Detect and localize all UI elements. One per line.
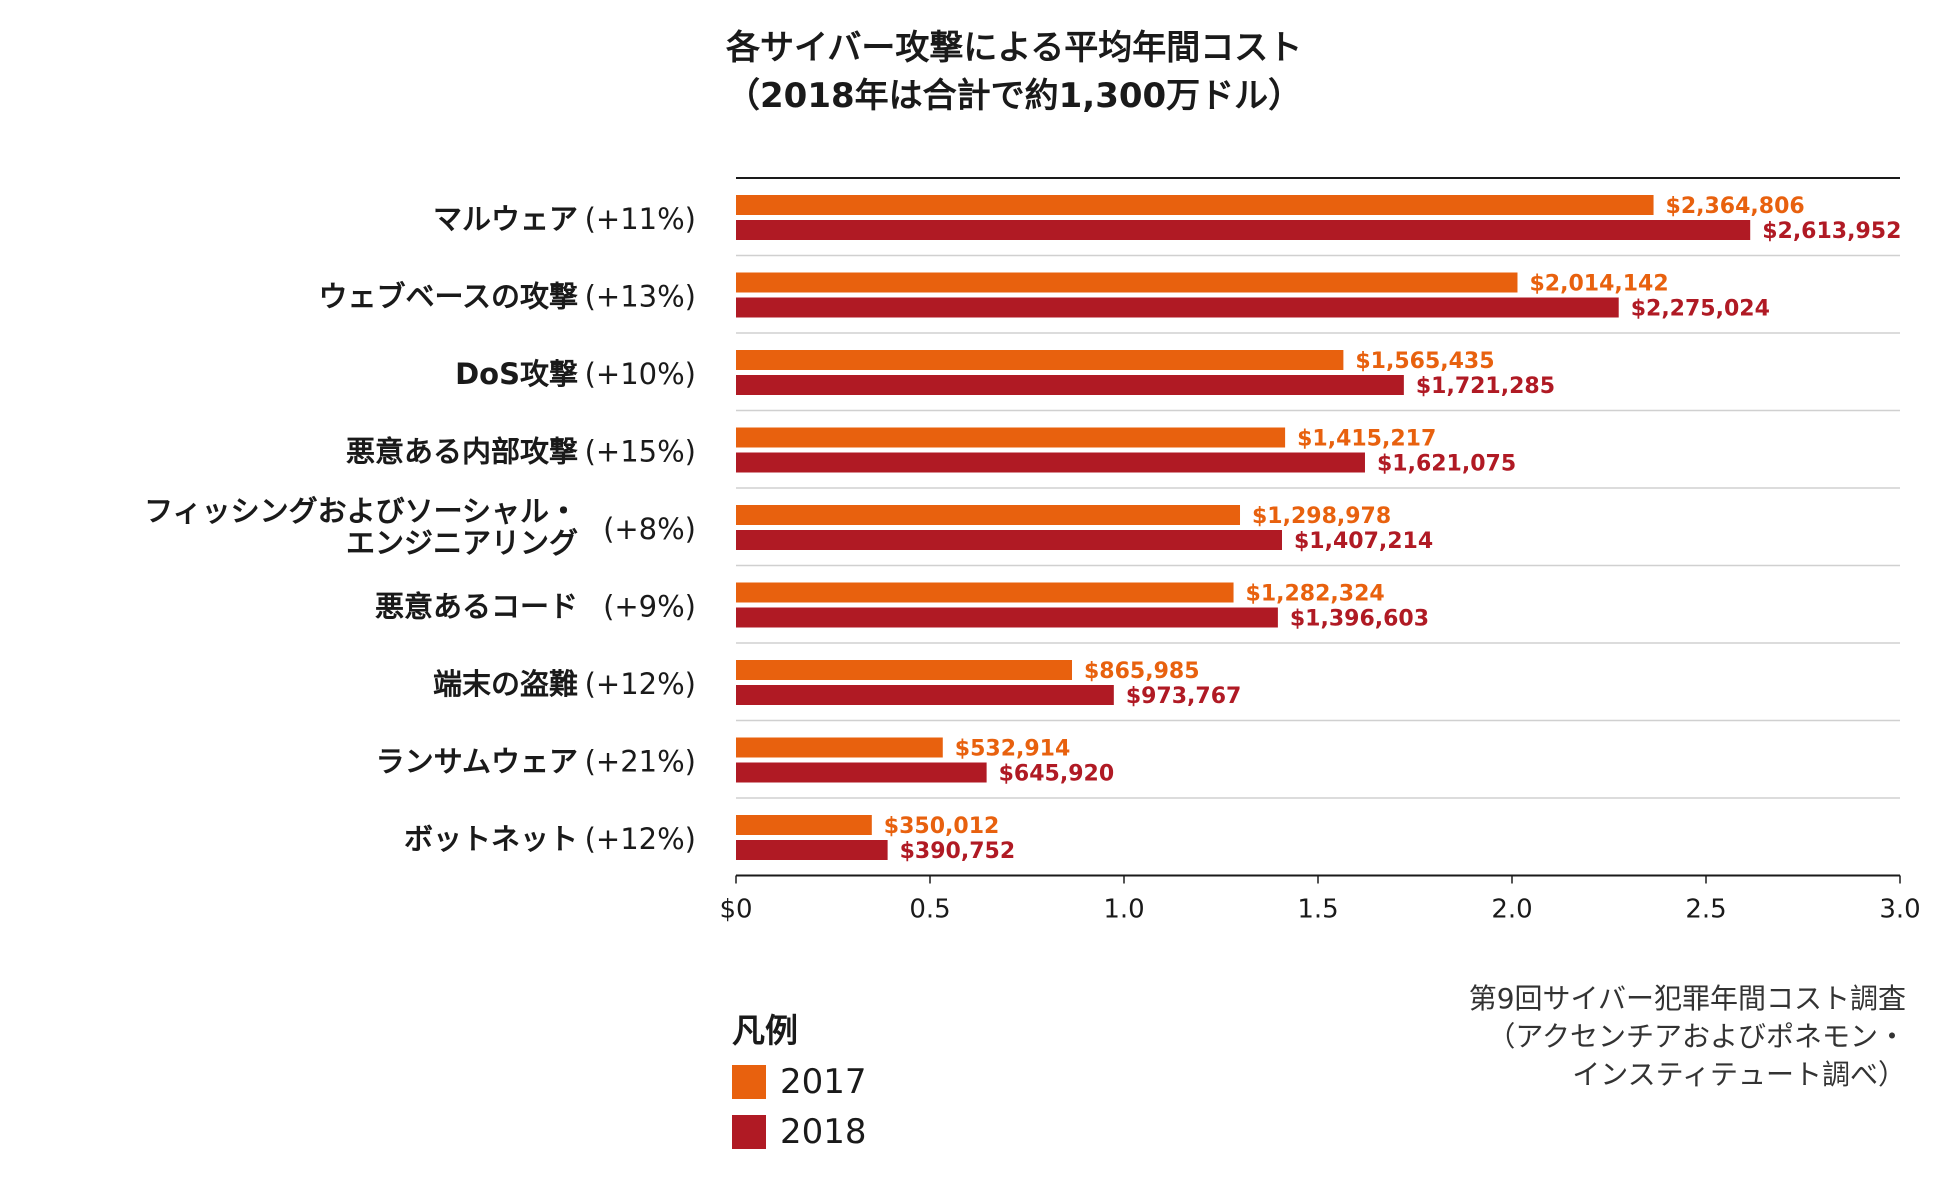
x-tick-label-2: 1.0 (1103, 895, 1144, 925)
bar-2018-0 (736, 220, 1751, 240)
category-label-2: DoS攻撃 (455, 357, 578, 391)
legend-swatch-2017 (732, 1065, 766, 1099)
bar-2018-8 (736, 840, 888, 860)
category-label-8: ボットネット (404, 822, 578, 856)
category-change-4: (+8%) (603, 512, 696, 546)
category-change-7: (+21%) (585, 744, 696, 778)
legend-item-2018: 2018 (732, 1112, 867, 1152)
value-label-2017-6: $865,985 (1084, 659, 1200, 684)
source-line3: インスティテュート調べ） (1572, 1058, 1906, 1091)
category-change-0: (+11%) (585, 202, 696, 236)
value-label-2018-3: $1,621,075 (1377, 452, 1516, 477)
bar-chart: $2,364,806$2,613,952 マルウェア (+11%) $2,014,14… (144, 177, 1921, 925)
value-label-2017-1: $2,014,142 (1529, 272, 1668, 297)
x-tick-label-6: 3.0 (1879, 895, 1920, 925)
chart-title: 各サイバー攻撃による平均年間コスト （2018年は合計で約1,300万ドル） (726, 24, 1302, 120)
category-change-3: (+15%) (585, 434, 696, 468)
value-label-2018-4: $1,407,214 (1294, 529, 1433, 554)
value-label-2017-8: $350,012 (884, 814, 1000, 839)
chart-title-line2: （2018年は合計で約1,300万ドル） (726, 76, 1303, 116)
bar-2018-2 (736, 375, 1404, 395)
legend-label-2017: 2017 (780, 1062, 867, 1102)
value-label-2018-7: $645,920 (999, 762, 1115, 787)
category-label-4-line1: エンジニアリング (346, 526, 578, 560)
bar-2017-5 (736, 582, 1234, 603)
value-label-2017-2: $1,565,435 (1355, 349, 1494, 374)
source-line2: （アクセンチアおよびポネモン・ (1487, 1020, 1906, 1053)
category-change-8: (+12%) (585, 822, 696, 856)
source-line1: 第9回サイバー犯罪年間コスト調査 (1468, 982, 1906, 1015)
value-label-2018-0: $2,613,952 (1762, 219, 1901, 244)
bar-2017-2 (736, 350, 1344, 370)
x-tick-label-3: 1.5 (1297, 895, 1338, 925)
value-label-2018-8: $390,752 (900, 839, 1016, 864)
value-label-2017-4: $1,298,978 (1252, 504, 1391, 529)
value-label-2018-1: $2,275,024 (1631, 297, 1770, 322)
chart-title-line1: 各サイバー攻撃による平均年間コスト (726, 28, 1303, 68)
legend-swatch-2018 (732, 1115, 766, 1149)
value-label-2018-2: $1,721,285 (1416, 374, 1555, 399)
bar-2017-4 (736, 505, 1241, 525)
bar-2018-7 (736, 762, 987, 783)
bar-2017-7 (736, 737, 943, 758)
category-label-4-line0: フィッシングおよびソーシャル・ (144, 494, 578, 528)
category-label-6: 端末の盗難 (433, 667, 578, 701)
bar-2018-1 (736, 297, 1619, 318)
legend-item-2017: 2017 (732, 1062, 867, 1102)
bar-2017-6 (736, 660, 1073, 680)
value-label-2017-0: $2,364,806 (1666, 194, 1805, 219)
x-tick-label-5: 2.5 (1685, 895, 1726, 925)
category-change-1: (+13%) (585, 279, 696, 313)
bar-2017-3 (736, 427, 1286, 448)
value-label-2017-5: $1,282,324 (1246, 582, 1385, 607)
legend-label-2018: 2018 (780, 1112, 867, 1152)
x-tick-label-0: $0 (719, 895, 752, 925)
bar-2018-4 (736, 530, 1282, 550)
category-change-2: (+10%) (585, 357, 696, 391)
category-label-0: マルウェア (433, 202, 578, 236)
bar-2018-3 (736, 452, 1365, 473)
x-tick-label-1: 0.5 (909, 895, 950, 925)
category-label-7: ランサムウェア (376, 744, 578, 778)
value-label-2017-7: $532,914 (955, 737, 1071, 762)
category-label-1: ウェブベースの攻撃 (318, 279, 578, 313)
value-label-2018-5: $1,396,603 (1290, 607, 1429, 632)
x-tick-label-4: 2.0 (1491, 895, 1532, 925)
category-change-5: (+9%) (603, 589, 696, 623)
value-label-2018-6: $973,767 (1126, 684, 1242, 709)
bar-2017-1 (736, 272, 1518, 293)
bar-2017-8 (736, 815, 872, 835)
value-label-2017-3: $1,415,217 (1297, 427, 1436, 452)
category-change-6: (+12%) (585, 667, 696, 701)
category-label-3: 悪意ある内部攻撃 (346, 434, 578, 468)
legend-title: 凡例 (732, 1011, 798, 1050)
bar-2017-0 (736, 195, 1654, 215)
bar-2018-6 (736, 685, 1114, 705)
source-note: 第9回サイバー犯罪年間コスト調査 （アクセンチアおよびポネモン・ インスティテュ… (1469, 980, 1906, 1094)
category-label-5: 悪意あるコード (375, 589, 578, 623)
bar-2018-5 (736, 607, 1278, 628)
